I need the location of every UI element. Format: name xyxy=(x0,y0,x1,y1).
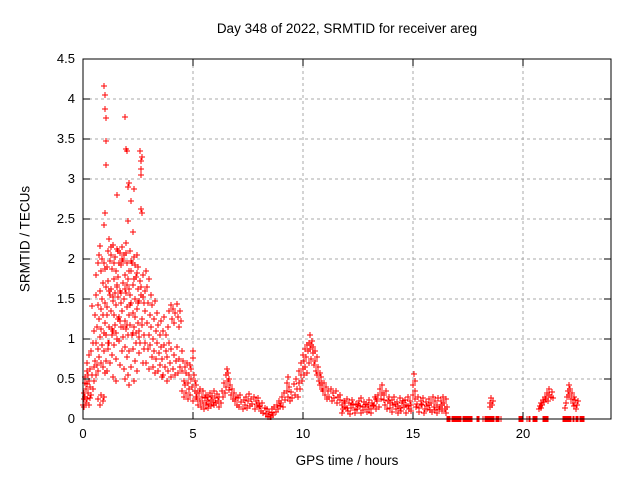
svg-text:3: 3 xyxy=(68,171,75,186)
svg-text:20: 20 xyxy=(516,426,530,441)
scatter-points xyxy=(80,83,587,422)
svg-text:4: 4 xyxy=(68,91,75,106)
plot-frame-and-ticks xyxy=(82,58,612,420)
svg-text:4.5: 4.5 xyxy=(57,51,75,66)
svg-text:0.5: 0.5 xyxy=(57,371,75,386)
svg-text:15: 15 xyxy=(406,426,420,441)
svg-text:1.5: 1.5 xyxy=(57,291,75,306)
grid-lines xyxy=(83,59,611,419)
svg-text:10: 10 xyxy=(296,426,310,441)
svg-text:3.5: 3.5 xyxy=(57,131,75,146)
svg-text:0: 0 xyxy=(79,426,86,441)
svg-text:1: 1 xyxy=(68,331,75,346)
chart-title: Day 348 of 2022, SRMTID for receiver are… xyxy=(216,21,478,36)
x-tick-labels: 0 5 10 15 20 xyxy=(79,426,530,441)
svg-text:5: 5 xyxy=(189,426,196,441)
svg-text:2: 2 xyxy=(68,251,75,266)
x-axis-label: GPS time / hours xyxy=(295,453,399,468)
svg-text:2.5: 2.5 xyxy=(57,211,75,226)
y-tick-labels: 0 0.5 1 1.5 2 2.5 3 3.5 4 4.5 xyxy=(57,51,75,426)
svg-text:0: 0 xyxy=(68,411,75,426)
